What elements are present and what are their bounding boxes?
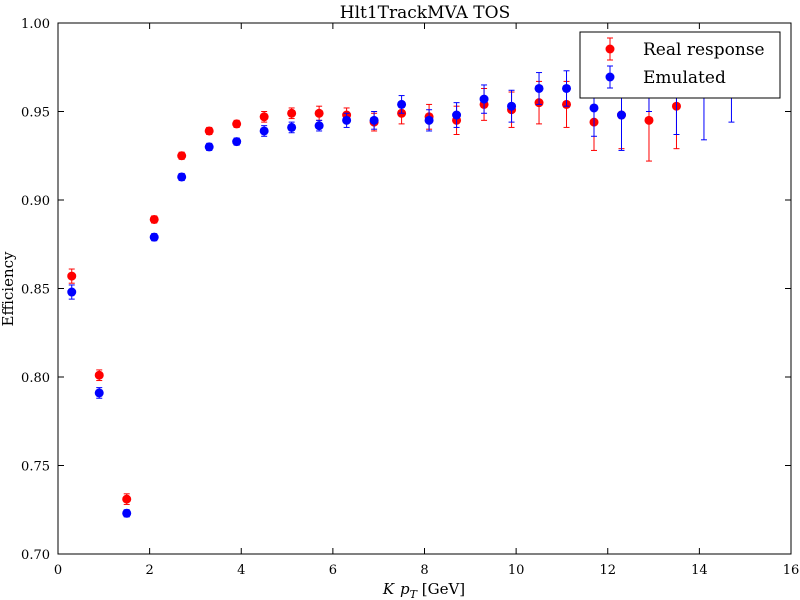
x-tick-label: 12 (599, 563, 616, 578)
data-point (452, 110, 462, 120)
y-tick-label: 0.70 (21, 548, 50, 563)
x-tick-label: 14 (691, 563, 708, 578)
x-tick-label: 6 (329, 563, 337, 578)
y-tick-label: 0.75 (21, 460, 50, 475)
y-tick-label: 0.85 (21, 283, 50, 298)
x-tick-label: 0 (54, 563, 62, 578)
axis-ticks: 0 2 4 6 8 10 12 14 16 0.70 0.75 0.80 0.85 0.90 0.95 1.0… (21, 17, 799, 578)
chart-title: Hlt1TrackMVA TOS (340, 3, 510, 23)
y-tick-label: 1.00 (21, 17, 50, 32)
data-point (149, 232, 159, 242)
legend-box (579, 31, 781, 99)
data-point (232, 137, 242, 147)
data-point (424, 115, 434, 125)
data-point (479, 94, 489, 104)
data-point (204, 142, 214, 152)
data-point (122, 494, 132, 504)
data-point (589, 103, 599, 113)
x-axis-label-unit: [GeV] (417, 580, 465, 598)
data-point (314, 121, 324, 131)
data-point (342, 115, 352, 125)
data-point (397, 99, 407, 109)
data-point (369, 115, 379, 125)
data-point (507, 101, 517, 111)
data-point (562, 83, 572, 93)
y-tick-label: 0.90 (21, 194, 50, 209)
data-point (94, 388, 104, 398)
legend-real-response-marker (605, 44, 615, 54)
x-axis-label-symbol: K (382, 580, 395, 598)
x-axis-label-subscript: T (410, 588, 419, 600)
data-point (314, 108, 324, 118)
y-axis-label: Efficiency (0, 251, 17, 327)
legend-emulated-label: Emulated (643, 68, 726, 88)
data-point (177, 172, 187, 182)
data-point (644, 115, 654, 125)
data-point (259, 112, 269, 122)
data-point (177, 151, 187, 161)
x-tick-label: 16 (783, 563, 800, 578)
legend-real-response-label: Real response (643, 40, 765, 60)
data-point (204, 126, 214, 136)
data-point (287, 108, 297, 118)
x-tick-label: 10 (508, 563, 525, 578)
data-point (232, 119, 242, 129)
data-point (122, 508, 132, 518)
legend-entry-emulated: Emulated (605, 65, 726, 89)
y-tick-label: 0.80 (21, 371, 50, 386)
x-axis-label-variable: p (400, 580, 410, 598)
legend: Real response Emulated (579, 31, 781, 99)
data-point (287, 122, 297, 132)
data-point (616, 110, 626, 120)
legend-entry-real-response: Real response (605, 37, 765, 61)
data-point (149, 214, 159, 224)
x-tick-label: 8 (420, 563, 428, 578)
x-tick-label: 4 (237, 563, 245, 578)
data-point (94, 370, 104, 380)
data-point (534, 83, 544, 93)
data-point (67, 271, 77, 281)
legend-emulated-marker (605, 72, 615, 82)
y-tick-label: 0.95 (21, 106, 50, 121)
data-point (67, 287, 77, 297)
data-point (259, 126, 269, 136)
x-tick-label: 2 (145, 563, 153, 578)
